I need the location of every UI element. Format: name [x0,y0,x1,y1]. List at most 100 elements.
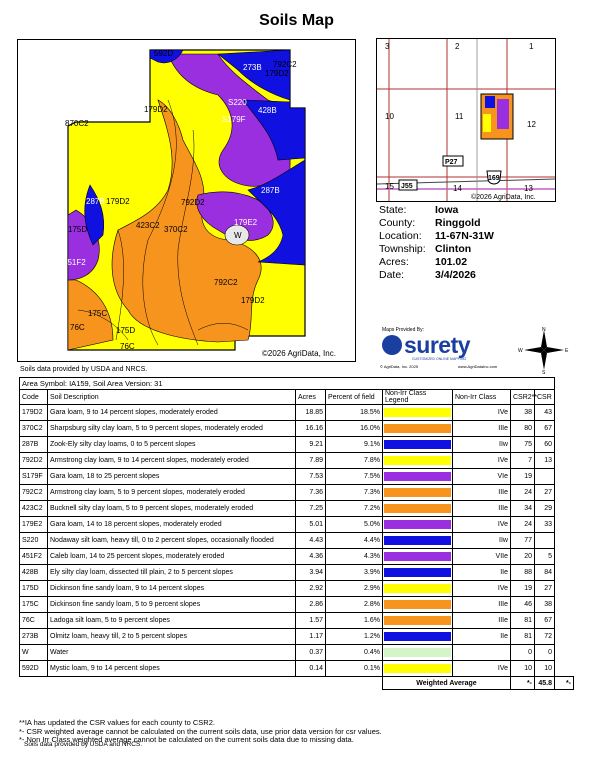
soil-code: 273B [19,628,48,645]
info-township: Clinton [435,243,472,255]
header-legend: Non-Irr Class Legend [382,389,453,405]
legend-swatch [384,488,451,497]
soil-percent: 3.9% [325,564,383,581]
legend-swatch [384,440,451,449]
area-symbol: Area Symbol: IA159, Soil Area Version: 3… [19,377,555,390]
soil-code: 428B [19,564,48,581]
soil-description: Zook-Ely silty clay loams, 0 to 5 percen… [47,436,296,453]
soil-acres: 2.92 [295,580,326,597]
locator-section-label: 14 [453,184,462,193]
class-swatch [382,628,453,645]
locator-section-label: 13 [524,184,533,193]
locator-copyright: ©2026 AgriData, Inc. [471,193,536,201]
surety-url: www.AgriDataInc.com [458,364,498,369]
road-sign-p27: P27 [445,159,458,166]
surety-logo[interactable]: Maps Provided By: surety CUSTOMIZED ONLI… [380,327,510,371]
soil-percent: 16.0% [325,420,383,437]
soil-zone-purple [167,53,291,187]
surety-copyright: © AgriData, Inc. 2025 [380,364,419,369]
soil-acres: 18.85 [295,404,326,421]
locator-section-label: 3 [385,42,390,51]
road-sign-j55: J55 [401,183,413,190]
info-location: 11-67N-31W [435,230,494,242]
legend-swatch [384,536,451,545]
table-row: 287B Zook-Ely silty clay loams, 0 to 5 pe… [19,436,574,453]
soil-code: 423C2 [19,500,48,517]
csr2-value: 80 [510,420,535,437]
soil-percent: 1.6% [325,612,383,629]
soil-code: 175C [19,596,48,613]
non-irr-class: IVe [452,404,511,421]
map-label: 370C2 [164,225,188,234]
soil-percent: 0.4% [325,644,383,661]
csr-value: 67 [534,612,555,629]
class-swatch [382,468,453,485]
class-swatch [382,452,453,469]
soil-acres: 0.37 [295,644,326,661]
header-code: Code [19,389,48,405]
non-irr-class: IIIe [452,500,511,517]
soil-acres: 0.14 [295,660,326,677]
table-header: Code Soil Description Acres Percent of f… [19,389,574,405]
map-label: 870C2 [65,119,89,128]
soil-code: 287B [19,436,48,453]
csr-value: 0 [534,644,555,661]
csr2-value: 46 [510,596,535,613]
map-label: 179D2 [241,296,265,305]
csr2-value: 24 [510,484,535,501]
weighted-cls: *- [510,676,535,690]
csr2-value: 88 [510,564,535,581]
table-row: S179F Gara loam, 18 to 25 percent slopes 7… [19,468,574,485]
maps-provided-label: Maps Provided By: [382,327,424,333]
soil-zone-blue-5 [149,49,184,64]
soil-percent: 7.2% [325,500,383,517]
map-label: 179E2 [234,218,258,227]
soil-code: S220 [19,532,48,549]
map-label: 792D2 [181,198,205,207]
footnote: **IA has updated the CSR values for each… [19,718,215,727]
locator-map[interactable]: 3 2 1 10 11 12 15 14 13 P27 169 J55 ©202… [376,38,556,202]
class-swatch [382,548,453,565]
table-row: 273B Olmitz loam, heavy till, 2 to 5 perc… [19,628,574,645]
legend-swatch [384,408,451,417]
non-irr-class: VIIe [452,548,511,565]
info-county: Ringgold [435,217,481,229]
class-swatch [382,612,453,629]
non-irr-class: IIIe [452,420,511,437]
header-csr2: CSR2** [510,389,537,405]
map-label: 273B [243,63,262,72]
legend-swatch [384,584,451,593]
soil-percent: 2.9% [325,580,383,597]
surety-tagline: CUSTOMIZED ONLINE MAPPING [412,357,467,361]
soil-percent: 4.4% [325,532,383,549]
soil-acres: 7.89 [295,452,326,469]
soil-percent: 1.2% [325,628,383,645]
soil-map[interactable]: 592D 273B 792C2 179D2 179D2 870C2 S220 4… [17,39,356,362]
soil-percent: 7.3% [325,484,383,501]
legend-swatch [384,456,451,465]
header-desc: Soil Description [47,389,296,405]
map-label: S179F [222,115,246,124]
soil-percent: 7.5% [325,468,383,485]
table-row: 792D2 Armstrong clay loam, 9 to 14 percen… [19,452,574,469]
csr-value: 43 [534,404,555,421]
soil-acres: 2.86 [295,596,326,613]
non-irr-class: IVe [452,516,511,533]
soil-acres: 4.43 [295,532,326,549]
non-irr-class: IIIe [452,484,511,501]
csr2-value: 19 [510,468,535,485]
csr-value: 10 [534,660,555,677]
globe-icon [382,335,402,355]
class-swatch [382,532,453,549]
map-label: 792C2 [273,60,297,69]
csr2-value: 20 [510,548,535,565]
info-date: 3/4/2026 [435,269,476,281]
non-irr-class: IIe [452,628,511,645]
soil-acres: 16.16 [295,420,326,437]
soil-zone-purple-2 [196,191,274,241]
table-row: 370C2 Sharpsburg silty clay loam, 5 to 9 … [19,420,574,437]
map-label: S220 [228,98,247,107]
legend-swatch [384,600,451,609]
class-swatch [382,436,453,453]
map-label: 423C2 [136,221,160,230]
